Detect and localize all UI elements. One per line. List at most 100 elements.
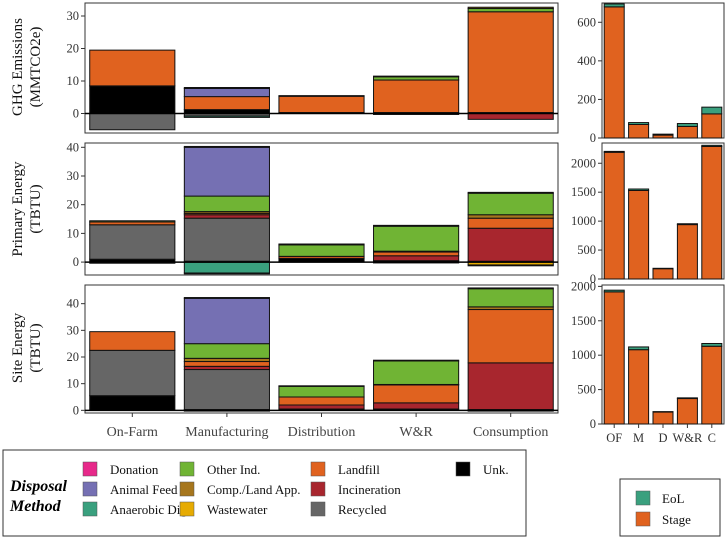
bar-primary-energy-stage-of-stage bbox=[603, 151, 625, 280]
bar-site-energy-disposal-consumption-unk bbox=[467, 287, 554, 290]
bar-ghg-stage-m-stage bbox=[628, 124, 650, 139]
bar-site-energy-stage-m-stage bbox=[628, 349, 650, 425]
bar-ghg-disposal-manufacturing-animal-feed bbox=[183, 87, 270, 98]
ylabel-primary-line2: (TBTU) bbox=[28, 184, 44, 233]
legend2-swatch-eol bbox=[635, 490, 651, 506]
legend-swatch-comp-land-app bbox=[179, 481, 195, 497]
ylabel-primary-line1: Primary Energy bbox=[10, 161, 26, 257]
bar-ghg-disposal-consumption-comp-land-app bbox=[467, 6, 554, 10]
bar-site-energy-stage-wandr-eol bbox=[676, 397, 698, 400]
site-energy-stage-xtick-label: W&R bbox=[672, 431, 703, 445]
site-energy-disposal-xtick-label: Consumption bbox=[473, 425, 548, 440]
legend-swatch-wastewater bbox=[179, 501, 195, 517]
bar-primary-energy-disposal-wandr-other-ind bbox=[373, 225, 460, 252]
site-energy-stage-ytick-label: 0 bbox=[590, 417, 596, 431]
bar-primary-energy-disposal-manufacturing-recycled bbox=[183, 272, 270, 275]
legend2-swatch-stage bbox=[635, 511, 651, 527]
legend-swatch-incineration bbox=[310, 481, 326, 497]
bar-primary-energy-disposal-wandr-landfill bbox=[373, 251, 460, 257]
bar-primary-energy-disposal-distribution-other-ind bbox=[278, 244, 365, 257]
bar-primary-energy-stage-of-eol bbox=[603, 150, 625, 153]
bar-site-energy-stage-wandr-stage bbox=[676, 398, 698, 425]
ylabel-ghg-line1: GHG Emissions bbox=[10, 18, 26, 116]
site-energy-stage-xtick-label: M bbox=[633, 431, 644, 445]
legend-label-recycled: Recycled bbox=[338, 502, 387, 517]
bar-ghg-stage-d-eol bbox=[652, 133, 674, 136]
primary-energy-stage-ytick-label: 2000 bbox=[571, 156, 596, 170]
bar-ghg-stage-wandr-eol bbox=[676, 123, 698, 127]
legend-label-animal-feed: Animal Feed bbox=[110, 482, 178, 497]
legend-swatch-animal-feed bbox=[82, 481, 98, 497]
bar-primary-energy-disposal-manufacturing-anaerobic-dig bbox=[183, 261, 270, 274]
bar-primary-energy-disposal-consumption-recycled bbox=[467, 264, 554, 267]
bar-site-energy-disposal-manufacturing-landfill bbox=[183, 361, 270, 367]
bar-ghg-stage-of-stage bbox=[603, 6, 625, 139]
site-energy-disposal-ytick-label: 20 bbox=[67, 350, 80, 364]
bar-site-energy-disposal-manufacturing-other-ind bbox=[183, 343, 270, 359]
stage-legend: EoL Stage bbox=[619, 478, 721, 537]
site-energy-stage-xtick-label: C bbox=[708, 431, 716, 445]
site-energy-disposal-ytick-label: 30 bbox=[67, 323, 80, 337]
legend-label-incineration: Incineration bbox=[338, 482, 401, 497]
site-energy-stage-xtick-label: OF bbox=[606, 431, 622, 445]
site-energy-disposal-ytick-label: 0 bbox=[73, 403, 79, 417]
bar-primary-energy-disposal-manufacturing-animal-feed bbox=[183, 146, 270, 197]
bar-site-energy-stage-of-eol bbox=[603, 289, 625, 293]
ghg-stage-ytick-label: 0 bbox=[590, 131, 596, 145]
bar-ghg-stage-c-stage bbox=[701, 113, 723, 139]
primary-energy-stage-ytick-label: 500 bbox=[577, 243, 596, 257]
bar-ghg-disposal-manufacturing-landfill bbox=[183, 96, 270, 111]
bar-site-energy-disposal-on-farm-unk bbox=[89, 395, 176, 411]
bar-site-energy-disposal-wandr-unk bbox=[373, 359, 460, 362]
legend-swatch-donation bbox=[82, 461, 98, 477]
primary-energy-disposal-ytick-label: 40 bbox=[67, 140, 80, 154]
bar-site-energy-stage-c-stage bbox=[701, 345, 723, 425]
bar-site-energy-disposal-wandr-incineration bbox=[373, 402, 460, 410]
site-energy-disposal-xtick-label: W&R bbox=[399, 425, 433, 440]
bar-primary-energy-stage-d-stage bbox=[652, 268, 674, 280]
ylabel-ghg-line2: (MMTCO2e) bbox=[28, 27, 44, 108]
legend-swatch-unk bbox=[455, 461, 471, 477]
bar-primary-energy-disposal-consumption-incineration bbox=[467, 227, 554, 262]
bar-site-energy-disposal-wandr-other-ind bbox=[373, 360, 460, 385]
site-energy-disposal-ytick-label: 40 bbox=[67, 297, 80, 311]
ghg-disposal-ytick-label: 10 bbox=[67, 74, 80, 88]
bar-ghg-disposal-on-farm-unk bbox=[89, 85, 176, 114]
bar-ghg-disposal-distribution-landfill bbox=[278, 95, 365, 114]
ylabel-site-line1: Site Energy bbox=[10, 312, 26, 383]
bar-primary-energy-disposal-manufacturing-recycled bbox=[183, 217, 270, 262]
legend-label-other-ind: Other Ind. bbox=[207, 462, 260, 477]
legend-label-comp-land-app: Comp./Land App. bbox=[207, 482, 301, 497]
bar-site-energy-disposal-on-farm-recycled bbox=[89, 349, 176, 397]
bar-primary-energy-disposal-manufacturing-unk bbox=[183, 145, 270, 148]
bar-site-energy-disposal-manufacturing-unk bbox=[183, 297, 270, 299]
bar-ghg-disposal-wandr-comp-land-app bbox=[373, 75, 460, 78]
bar-site-energy-disposal-distribution-incineration bbox=[278, 404, 365, 410]
bar-ghg-stage-m-eol bbox=[628, 122, 650, 125]
legend-title-line1: Disposal bbox=[9, 478, 67, 495]
primary-energy-stage-ytick-label: 1500 bbox=[571, 185, 596, 199]
bar-primary-energy-disposal-wandr-unk bbox=[373, 224, 460, 227]
legend-label-wastewater: Wastewater bbox=[207, 502, 268, 517]
bar-site-energy-disposal-wandr-landfill bbox=[373, 384, 460, 404]
bar-primary-energy-stage-m-stage bbox=[628, 189, 650, 280]
bar-primary-energy-disposal-on-farm-recycled bbox=[89, 224, 176, 260]
legend-label-landfill: Landfill bbox=[338, 462, 380, 477]
bar-site-energy-disposal-consumption-landfill bbox=[467, 309, 554, 364]
legend-label-donation: Donation bbox=[110, 462, 159, 477]
bar-primary-energy-disposal-distribution-unk bbox=[278, 243, 365, 246]
bar-ghg-disposal-consumption-landfill bbox=[467, 11, 554, 114]
bar-site-energy-disposal-on-farm-landfill bbox=[89, 331, 176, 351]
bar-ghg-stage-of-eol bbox=[603, 3, 625, 8]
site-energy-stage-xtick-label: D bbox=[658, 431, 667, 445]
bar-primary-energy-disposal-consumption-other-ind bbox=[467, 192, 554, 216]
legend-swatch-other-ind bbox=[179, 461, 195, 477]
bar-site-energy-stage-c-eol bbox=[701, 342, 723, 347]
bar-primary-energy-stage-m-eol bbox=[628, 188, 650, 191]
bar-primary-energy-stage-wandr-eol bbox=[676, 223, 698, 226]
bar-site-energy-disposal-consumption-other-ind bbox=[467, 288, 554, 308]
bar-ghg-disposal-consumption-incineration bbox=[467, 113, 554, 120]
bar-primary-energy-stage-c-stage bbox=[701, 145, 723, 280]
ghg-stage-ytick-label: 600 bbox=[577, 15, 596, 29]
